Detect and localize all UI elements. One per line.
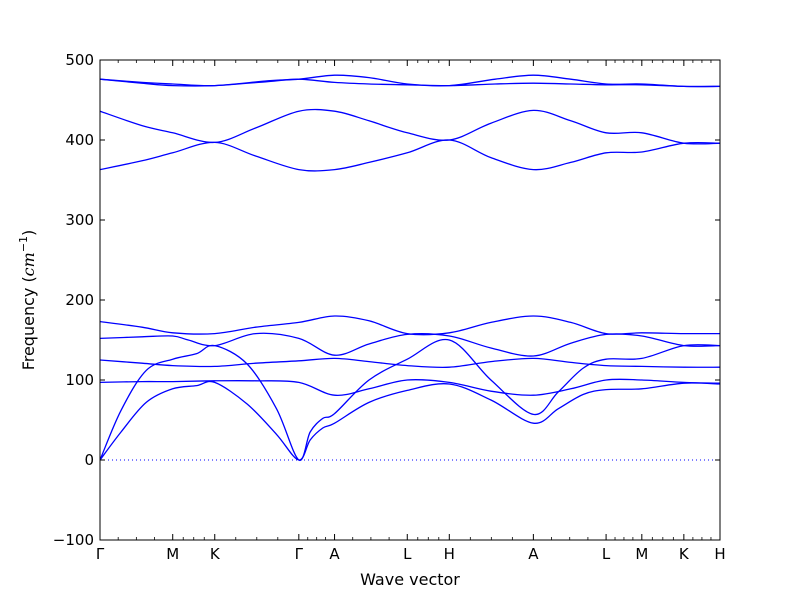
- tick-layer: [99, 59, 721, 541]
- branch-line-7: [100, 338, 720, 461]
- x-tick-label: K: [210, 545, 221, 563]
- x-tick-label: Γ: [295, 545, 304, 563]
- branch-line-3: [100, 108, 720, 145]
- branch-line-9: [100, 378, 720, 396]
- y-tick-label: 500: [65, 51, 94, 69]
- x-tick-label: A: [528, 545, 539, 563]
- y-tick-label: 300: [65, 211, 94, 229]
- x-tick-label: M: [166, 545, 179, 563]
- branch-line-4: [100, 139, 720, 172]
- y-tick-label: −100: [53, 531, 94, 549]
- y-axis-label-close: ): [19, 230, 38, 236]
- x-tick-label: H: [444, 545, 455, 563]
- y-axis-label-main: Frequency (: [19, 276, 38, 370]
- y-axis-label-exponent: −1: [17, 236, 30, 252]
- y-tick-label: 0: [84, 451, 94, 469]
- y-tick-label: 200: [65, 291, 94, 309]
- branch-line-2: [100, 78, 720, 88]
- x-tick-label: L: [602, 545, 611, 563]
- x-tick-label: L: [403, 545, 412, 563]
- y-tick-label: 400: [65, 131, 94, 149]
- y-axis-label: Frequency (cm−1): [17, 230, 38, 371]
- branch-line-8: [100, 357, 720, 369]
- branch-line-10: [100, 380, 720, 461]
- branch-line-6: [100, 332, 720, 357]
- tick-label-layer: −100 0 100 200 300 400 500 Γ M K Γ A L H A L M K H: [53, 51, 726, 563]
- y-tick-label: 100: [65, 371, 94, 389]
- x-axis-label: Wave vector: [360, 570, 460, 589]
- x-tick-label: H: [714, 545, 725, 563]
- plot-frame: [99, 59, 721, 541]
- x-tick-label: M: [635, 545, 648, 563]
- x-tick-label: A: [329, 545, 340, 563]
- x-tick-label: K: [679, 545, 690, 563]
- series-layer: [100, 74, 720, 461]
- x-tick-label: Γ: [96, 545, 105, 563]
- y-axis-label-unit: cm: [19, 252, 38, 276]
- branch-line-5: [100, 315, 720, 336]
